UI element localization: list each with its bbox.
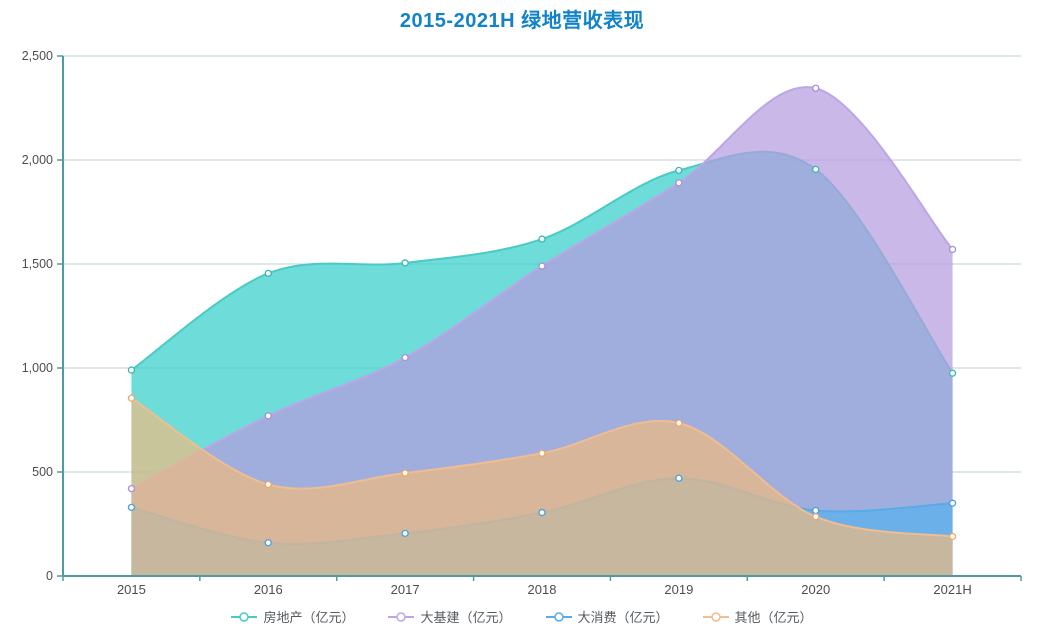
x-tick-label: 2020 <box>801 582 830 597</box>
legend-item-consumption[interactable]: 大消费（亿元） <box>545 607 669 626</box>
line-marker-icon <box>388 611 415 622</box>
line-marker-icon <box>545 611 572 622</box>
x-tick-label: 2016 <box>254 582 283 597</box>
y-tick-label: 1,500 <box>22 257 53 271</box>
legend-label: 大消费（亿元） <box>577 610 669 625</box>
line-marker-icon <box>702 611 729 622</box>
legend-item-other[interactable]: 其他（亿元） <box>702 607 813 626</box>
y-tick-label: 2,500 <box>22 49 53 63</box>
x-tick-label: 2015 <box>117 582 146 597</box>
y-tick-label: 2,000 <box>22 153 53 167</box>
legend-item-realestate[interactable]: 房地产（亿元） <box>231 607 354 626</box>
chart-legend: 房地产（亿元） 大基建（亿元） 大消费（亿元） 其他（亿元） <box>0 607 1044 626</box>
legend-label: 其他（亿元） <box>734 610 813 625</box>
axes: 0 500 1,000 1,500 2,000 2,500 2015 2016 2017 2018… <box>22 49 1022 597</box>
legend-label: 大基建（亿元） <box>420 610 512 625</box>
y-tick-label: 0 <box>46 569 53 583</box>
series-area-1 <box>131 87 953 576</box>
x-tick-label: 2021H <box>933 582 971 597</box>
series-markers <box>127 84 957 547</box>
x-tick-label: 2017 <box>391 582 420 597</box>
y-tick-label: 1,000 <box>22 361 53 375</box>
series-area-3 <box>131 398 953 576</box>
legend-label: 房地产（亿元） <box>263 610 355 625</box>
y-tick-label: 500 <box>32 465 53 479</box>
chart-title: 2015-2021H 绿地营收表现 <box>399 10 645 32</box>
series-areas <box>130 86 954 576</box>
x-tick-label: 2019 <box>664 582 693 597</box>
line-marker-icon <box>231 611 258 622</box>
legend-item-infrastructure[interactable]: 大基建（亿元） <box>388 607 512 626</box>
x-tick-label: 2018 <box>528 582 557 597</box>
